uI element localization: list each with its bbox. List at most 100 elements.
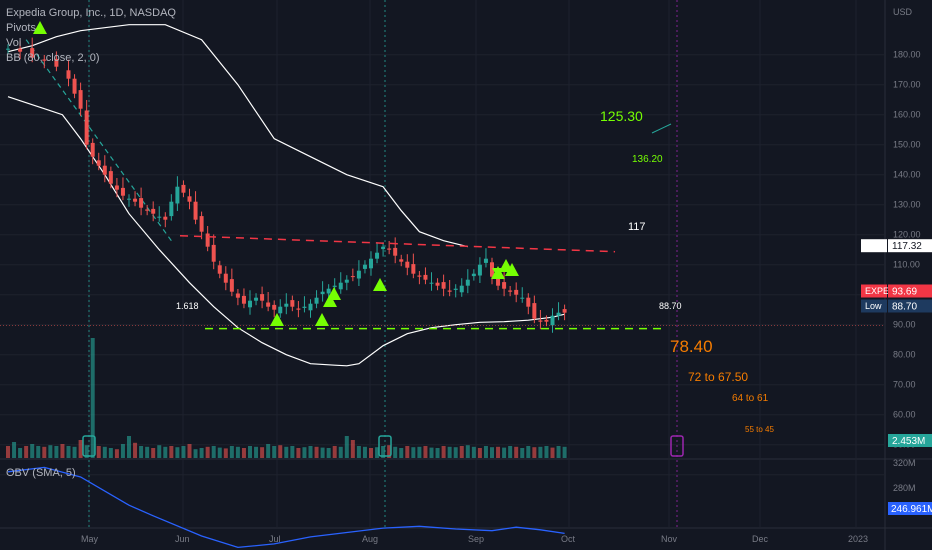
price-tick-label: 60.00	[893, 410, 916, 420]
volume-bar	[181, 446, 186, 458]
volume-bar	[338, 446, 343, 458]
volume-bar	[84, 445, 89, 458]
volume-bar	[114, 449, 119, 458]
candle-body	[217, 265, 222, 274]
candle-body	[544, 319, 549, 322]
fib-label: 1.618	[176, 301, 199, 311]
candle-body	[314, 297, 319, 304]
volume-bar	[266, 444, 271, 458]
volume-tag-text: 2.453M	[892, 436, 925, 447]
resistance-line	[179, 234, 616, 253]
volume-bar	[459, 446, 464, 458]
candle-body	[157, 216, 162, 218]
volume-bar	[229, 446, 234, 458]
candle-body	[181, 184, 186, 193]
volume-bar	[356, 446, 361, 458]
current-price-label	[861, 284, 887, 298]
candle-body	[514, 289, 519, 295]
candle-body	[163, 216, 168, 220]
time-tick-label: 2023	[848, 534, 868, 544]
volume-bar	[139, 446, 144, 458]
time-tick-label: Dec	[752, 534, 769, 544]
resistance-tag-text: 117.32	[892, 241, 922, 252]
candle-body	[320, 291, 325, 295]
candle-body	[187, 196, 192, 202]
volume-bar	[520, 448, 525, 458]
current-price-tag	[888, 284, 932, 298]
volume-bar	[387, 445, 392, 458]
volume-bar	[465, 445, 470, 458]
candle-body	[423, 274, 428, 280]
price-tick-label: 110.00	[893, 260, 920, 270]
pivot-marker	[270, 313, 284, 326]
volume-bar	[393, 446, 398, 458]
candle-body	[393, 247, 398, 256]
time-tick-label: Jul	[269, 534, 281, 544]
volume-bar	[502, 447, 507, 458]
candle-body	[133, 198, 138, 202]
volume-bar	[205, 446, 210, 458]
volume-bar	[429, 447, 434, 458]
candle-body	[211, 244, 216, 262]
volume-bar	[344, 436, 349, 458]
obv-tick-label: 320M	[893, 458, 916, 468]
volume-bar	[290, 446, 295, 458]
candle-body	[362, 264, 367, 269]
candle-body	[199, 216, 204, 232]
candle-body	[465, 279, 470, 286]
volume-bar	[447, 446, 452, 458]
volume-bar	[296, 448, 301, 458]
candle-body	[108, 171, 113, 184]
volume-bar	[532, 447, 537, 458]
candle-body	[526, 297, 531, 307]
volume-bar	[435, 448, 440, 458]
candle-body	[151, 208, 156, 214]
volume-bar	[441, 446, 446, 458]
volume-bar	[526, 446, 531, 458]
volume-bar	[314, 446, 319, 458]
pivot-marker	[505, 263, 519, 276]
obv-tick-label: 280M	[893, 483, 916, 493]
candle-body	[42, 59, 47, 61]
candle-body	[405, 261, 410, 268]
target-2-label: 72 to 67.50	[688, 370, 748, 384]
target-4-label: 55 to 45	[745, 425, 774, 434]
candle-body	[502, 282, 507, 289]
candle-body	[496, 276, 501, 286]
candle-body	[84, 110, 89, 145]
volume-bar	[302, 447, 307, 458]
price-tick-label: 160.00	[893, 110, 921, 120]
price-tick-label: 130.00	[893, 200, 921, 210]
candle-body	[429, 282, 434, 284]
time-tick-label: Sep	[468, 534, 484, 544]
volume-bar	[60, 444, 65, 458]
pivot-marker	[323, 294, 337, 307]
volume-bar	[254, 446, 259, 458]
volume-bar	[157, 445, 162, 458]
volume-bar	[260, 447, 265, 458]
volume-bar	[145, 446, 150, 458]
candle-body	[284, 303, 289, 307]
legend-pivots: Pivots	[6, 22, 36, 34]
volume-bar	[36, 446, 41, 458]
target-top-label: 125.30	[600, 108, 643, 124]
axis-unit: USD	[893, 7, 913, 17]
candle-body	[290, 300, 295, 307]
pivot-marker	[315, 313, 329, 326]
volume-bar	[48, 445, 53, 458]
candle-body	[508, 290, 513, 292]
volume-bar	[187, 444, 192, 458]
volume-bar	[127, 436, 131, 458]
candle-body	[356, 270, 361, 279]
candle-body	[302, 306, 307, 308]
candle-body	[229, 279, 234, 292]
candle-body	[562, 309, 567, 313]
low-tag-text: 88.70	[892, 302, 917, 313]
volume-bar	[133, 442, 138, 458]
candle-body	[78, 90, 83, 109]
candle-body	[326, 288, 331, 294]
candle-body	[18, 48, 23, 52]
candle-body	[520, 297, 525, 299]
low-label-text: Low	[865, 301, 882, 311]
